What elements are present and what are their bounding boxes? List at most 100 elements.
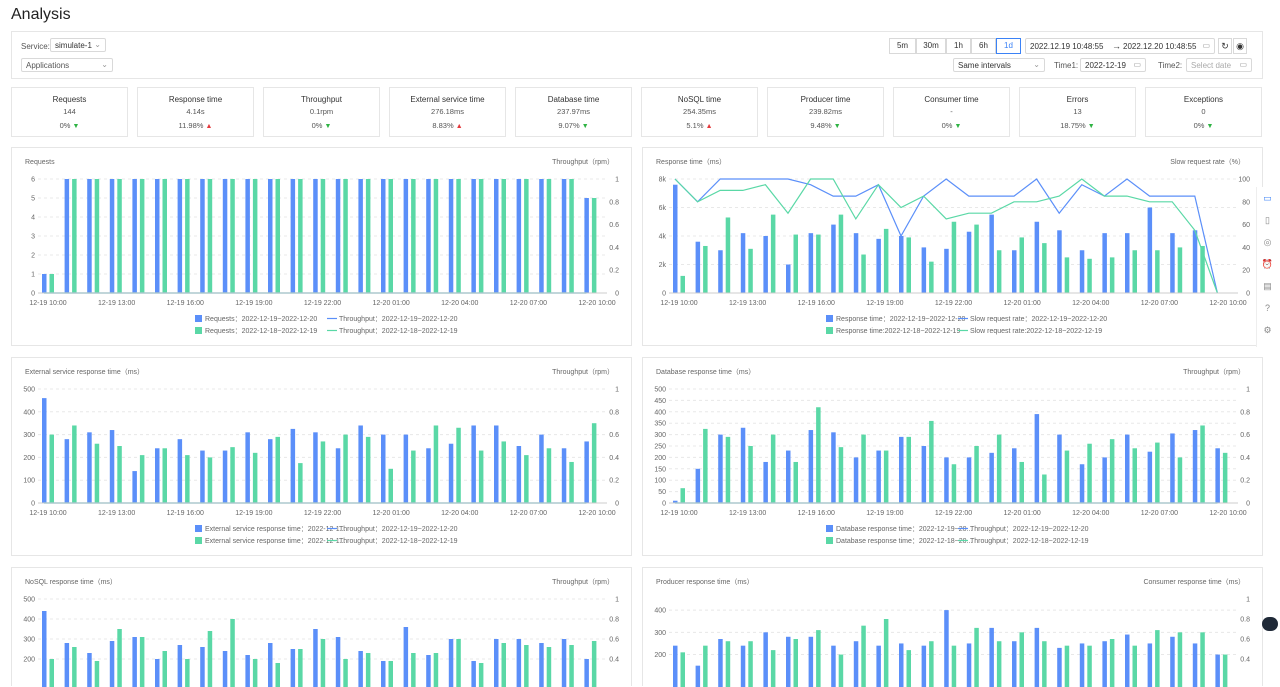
bar[interactable] <box>591 641 597 687</box>
bar[interactable] <box>748 641 753 687</box>
bar[interactable] <box>1109 439 1115 503</box>
interval-select[interactable]: Same intervals ⌄ <box>953 58 1045 72</box>
bar[interactable] <box>1019 237 1025 293</box>
bar[interactable] <box>861 625 866 687</box>
bar[interactable] <box>1192 643 1198 687</box>
time1-picker[interactable]: 2022-12-19 ▭ <box>1080 58 1146 72</box>
bar[interactable] <box>132 471 137 503</box>
bar[interactable] <box>539 643 544 687</box>
bar[interactable] <box>740 233 746 293</box>
bar[interactable] <box>1125 434 1130 503</box>
bar[interactable] <box>876 238 881 293</box>
bar[interactable] <box>740 645 746 687</box>
bar[interactable] <box>1012 448 1017 503</box>
bar[interactable] <box>290 649 296 687</box>
bar[interactable] <box>494 179 499 293</box>
monitor-icon[interactable]: ▭ <box>1263 193 1272 203</box>
bar[interactable] <box>996 434 1002 503</box>
bar[interactable] <box>951 645 957 687</box>
bar[interactable] <box>185 659 190 687</box>
mobile-icon[interactable]: ▯ <box>1265 215 1270 225</box>
bar[interactable] <box>703 245 708 293</box>
bar[interactable] <box>1125 233 1130 293</box>
bar[interactable] <box>49 434 55 503</box>
bar[interactable] <box>94 179 100 293</box>
bar[interactable] <box>162 651 168 687</box>
bar[interactable] <box>109 179 115 293</box>
bar[interactable] <box>1200 632 1205 687</box>
bar[interactable] <box>252 452 258 503</box>
bar[interactable] <box>388 179 394 293</box>
globe-icon[interactable]: ◎ <box>1263 237 1272 247</box>
bar[interactable] <box>433 179 439 293</box>
kpi-card[interactable]: Errors 13 18.75% ▼ <box>1019 87 1136 137</box>
bar[interactable] <box>207 179 213 293</box>
bar[interactable] <box>680 488 686 503</box>
bar[interactable] <box>1170 233 1175 293</box>
bar[interactable] <box>584 441 589 503</box>
bar[interactable] <box>358 425 363 503</box>
bar[interactable] <box>883 228 889 293</box>
bar[interactable] <box>381 434 386 503</box>
bar[interactable] <box>853 233 859 293</box>
bar[interactable] <box>695 665 701 687</box>
bar[interactable] <box>72 179 77 293</box>
bar[interactable] <box>996 250 1002 293</box>
bar[interactable] <box>584 198 589 293</box>
bar[interactable] <box>411 450 416 503</box>
bar[interactable] <box>816 630 821 687</box>
bar[interactable] <box>793 461 799 503</box>
bar[interactable] <box>808 430 814 503</box>
document-icon[interactable]: ▤ <box>1263 281 1272 291</box>
bar[interactable] <box>695 468 701 503</box>
bar[interactable] <box>695 241 701 293</box>
bar[interactable] <box>343 179 348 293</box>
bar[interactable] <box>1064 645 1070 687</box>
bar[interactable] <box>365 653 371 687</box>
bar[interactable] <box>966 643 972 687</box>
settings-icon[interactable]: ⚙ <box>1263 325 1272 335</box>
bar[interactable] <box>546 179 552 293</box>
bar[interactable] <box>569 645 574 687</box>
bar[interactable] <box>1147 643 1153 687</box>
bar[interactable] <box>320 179 326 293</box>
bar[interactable] <box>1132 645 1138 687</box>
bar[interactable] <box>561 639 567 687</box>
bar[interactable] <box>808 636 814 687</box>
bar[interactable] <box>1087 645 1092 687</box>
bar[interactable] <box>1147 207 1153 294</box>
bar[interactable] <box>921 645 927 687</box>
bar[interactable] <box>1042 474 1047 504</box>
bar[interactable] <box>539 179 544 293</box>
bar[interactable] <box>516 446 522 503</box>
bar[interactable] <box>561 179 567 293</box>
bar[interactable] <box>245 655 250 687</box>
bar[interactable] <box>1109 639 1115 687</box>
range-5m[interactable]: 5m <box>889 38 916 54</box>
bar[interactable] <box>494 639 499 687</box>
bar[interactable] <box>433 653 439 687</box>
bar[interactable] <box>343 434 348 503</box>
bar[interactable] <box>1019 632 1025 687</box>
bar[interactable] <box>200 179 205 293</box>
bar[interactable] <box>177 439 183 503</box>
bar[interactable] <box>230 619 235 687</box>
bar[interactable] <box>185 179 190 293</box>
bar[interactable] <box>770 650 776 687</box>
kpi-card[interactable]: External service time 276.18ms 8.83% ▲ <box>389 87 506 137</box>
bar[interactable] <box>786 450 791 503</box>
bar[interactable] <box>42 398 47 503</box>
bar[interactable] <box>1170 636 1175 687</box>
bar[interactable] <box>94 443 100 503</box>
bar[interactable] <box>996 641 1002 687</box>
bar[interactable] <box>448 443 454 503</box>
bar[interactable] <box>561 448 567 503</box>
bar[interactable] <box>185 455 190 503</box>
bar[interactable] <box>944 610 949 687</box>
bar[interactable] <box>1087 443 1092 503</box>
auto-refresh-button[interactable]: ◉ <box>1233 38 1247 54</box>
bar[interactable] <box>1109 257 1115 293</box>
bar[interactable] <box>989 627 994 687</box>
bar[interactable] <box>471 179 476 293</box>
help-icon[interactable]: ? <box>1264 303 1270 313</box>
